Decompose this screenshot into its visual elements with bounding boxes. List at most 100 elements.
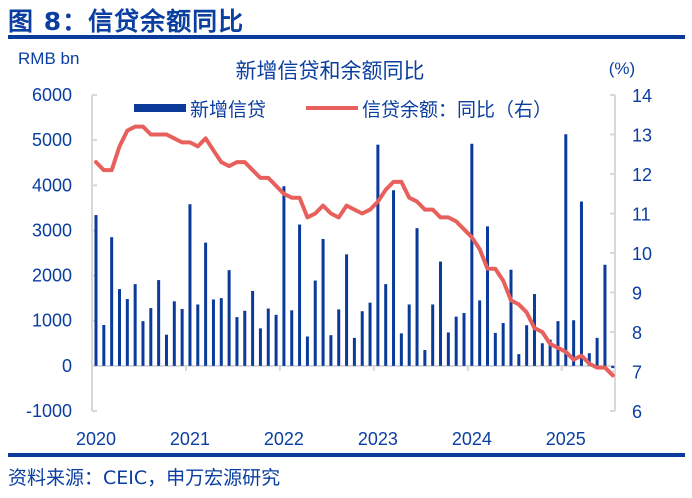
bar xyxy=(251,290,255,366)
bar xyxy=(399,333,403,366)
bar xyxy=(423,350,427,366)
right-axis-tick-label: 10 xyxy=(632,244,652,264)
bar xyxy=(431,304,435,366)
chart-title: 新增信贷和余额同比 xyxy=(236,59,425,83)
x-axis-tick-label: 2024 xyxy=(452,429,492,449)
legend-bar-label: 新增信贷 xyxy=(190,99,266,121)
bar xyxy=(478,300,482,366)
bar xyxy=(172,301,176,366)
bar xyxy=(556,321,560,366)
x-axis-tick-label: 2022 xyxy=(264,429,304,449)
bar xyxy=(258,328,262,366)
bar xyxy=(509,269,513,366)
legend: 新增信贷 信贷余额：同比（右） xyxy=(134,99,552,121)
bar xyxy=(392,190,396,366)
bar xyxy=(149,308,153,366)
bar xyxy=(501,322,505,366)
bar xyxy=(603,264,607,366)
bar xyxy=(133,284,137,366)
bar xyxy=(219,298,223,366)
bar xyxy=(321,239,325,366)
line-series-credit-yoy xyxy=(94,124,615,378)
bar xyxy=(274,314,278,366)
bar xyxy=(290,310,294,366)
title-rule xyxy=(8,35,685,39)
bar xyxy=(157,280,161,366)
right-axis-tick-label: 13 xyxy=(632,126,652,146)
left-axis-tick-label: 2000 xyxy=(32,266,72,286)
bar xyxy=(141,321,145,366)
bar xyxy=(329,335,333,366)
bar xyxy=(345,254,349,366)
left-axis-unit: RMB bn xyxy=(18,49,79,68)
bar xyxy=(110,237,114,366)
figure-title: 图 8：信贷余额同比 xyxy=(8,7,245,36)
source-note: 资料来源：CEIC，申万宏源研究 xyxy=(8,467,281,489)
bar xyxy=(360,311,364,366)
bar xyxy=(204,242,208,366)
bar xyxy=(227,270,231,366)
bar xyxy=(595,337,599,366)
bar xyxy=(282,186,286,366)
bar xyxy=(243,310,247,366)
bar xyxy=(313,280,317,366)
bar xyxy=(587,353,591,366)
legend-bar-swatch xyxy=(134,104,186,112)
bar xyxy=(384,284,388,366)
bar xyxy=(211,299,215,366)
bar xyxy=(564,134,568,366)
legend-line-label: 信贷余额：同比（右） xyxy=(362,99,552,121)
left-axis-tick-label: 4000 xyxy=(32,175,72,195)
bar xyxy=(439,261,443,366)
x-axis-tick-label: 2020 xyxy=(76,429,116,449)
bar xyxy=(188,204,192,366)
right-axis-tick-label: 11 xyxy=(632,205,651,225)
chart: RMB bn 新增信贷和余额同比 (%) 6000 5000 4000 3000 200… xyxy=(18,49,652,449)
bar xyxy=(446,332,450,366)
footer-rule xyxy=(8,453,685,457)
bar xyxy=(407,304,411,366)
left-axis-tick-label: 5000 xyxy=(32,130,72,150)
right-axis-tick-label: 7 xyxy=(632,363,642,383)
bar xyxy=(164,334,168,366)
bar xyxy=(125,299,129,366)
bar xyxy=(572,320,576,366)
bar xyxy=(368,302,372,366)
bar xyxy=(517,354,521,366)
bar xyxy=(611,365,615,369)
bar xyxy=(305,336,309,366)
left-axis-tick-label: 3000 xyxy=(32,220,72,240)
left-axis-tick-label: 1000 xyxy=(32,311,72,331)
bar xyxy=(235,317,239,366)
bar xyxy=(180,308,184,366)
right-axis-tick-label: 8 xyxy=(632,323,642,343)
right-axis-tick-label: 9 xyxy=(632,284,642,304)
left-axis-tick-label: 6000 xyxy=(32,85,72,105)
bar-series-new-credit xyxy=(94,134,615,369)
x-axis-tick-label: 2025 xyxy=(546,429,586,449)
right-axis-tick-label: 14 xyxy=(632,86,652,106)
bar xyxy=(352,337,356,366)
right-axis-unit: (%) xyxy=(609,59,635,78)
bar xyxy=(548,339,552,366)
bar xyxy=(470,143,474,366)
legend-line-swatch xyxy=(306,106,358,110)
bar xyxy=(540,343,544,366)
bar xyxy=(415,228,419,366)
bar xyxy=(462,313,466,366)
bar xyxy=(298,224,302,366)
bar xyxy=(486,226,489,366)
x-axis-tick-label: 2021 xyxy=(170,429,210,449)
bar xyxy=(493,332,497,366)
bar xyxy=(579,201,583,366)
bar xyxy=(94,215,98,366)
left-axis: 6000 5000 4000 3000 2000 1000 0 -1000 xyxy=(26,85,97,421)
left-axis-tick-label: 0 xyxy=(62,356,72,376)
right-axis: 14 13 12 11 10 9 8 7 6 xyxy=(610,86,652,422)
left-axis-tick-label: -1000 xyxy=(26,401,72,421)
bar xyxy=(376,144,380,366)
bar xyxy=(525,325,529,366)
x-axis: 2020 2021 2022 2023 2024 2025 xyxy=(76,364,615,449)
bar xyxy=(117,289,121,366)
bar xyxy=(196,304,200,366)
